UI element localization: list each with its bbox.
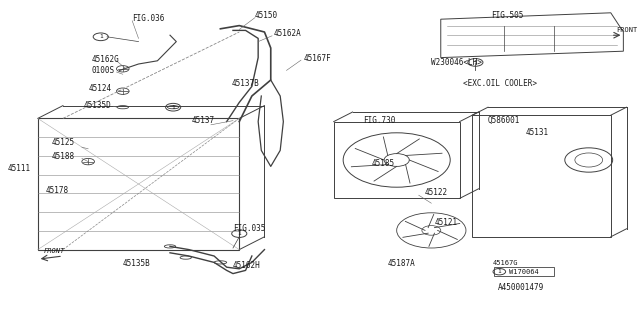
Text: 45188: 45188 xyxy=(52,152,75,161)
Text: 1: 1 xyxy=(99,34,102,39)
Bar xyxy=(494,267,554,276)
Text: W230046<LH>: W230046<LH> xyxy=(431,58,482,67)
Text: 1: 1 xyxy=(172,105,175,110)
Bar xyxy=(472,115,611,237)
Text: FIG.036: FIG.036 xyxy=(132,14,164,23)
Text: 45131: 45131 xyxy=(526,128,549,137)
Text: 45137B: 45137B xyxy=(232,79,259,88)
Text: 1: 1 xyxy=(237,231,241,236)
Text: 45162G: 45162G xyxy=(92,55,119,64)
Text: 45150: 45150 xyxy=(255,11,278,20)
Text: 1: 1 xyxy=(474,60,477,65)
Text: FIG.730: FIG.730 xyxy=(363,116,395,124)
Text: Q586001: Q586001 xyxy=(488,116,520,124)
Text: 45167F: 45167F xyxy=(303,54,332,63)
Text: 45135B: 45135B xyxy=(123,260,150,268)
Text: 45137: 45137 xyxy=(192,116,215,124)
Text: FIG.505: FIG.505 xyxy=(491,11,524,20)
Bar xyxy=(333,122,460,198)
Text: FIG.035: FIG.035 xyxy=(233,224,266,233)
Text: 45124: 45124 xyxy=(88,84,111,93)
Text: A450001479: A450001479 xyxy=(497,284,544,292)
Text: FRONT: FRONT xyxy=(616,28,637,33)
Text: 45125: 45125 xyxy=(52,138,75,147)
Text: 45162H: 45162H xyxy=(233,261,260,270)
Text: 45162A: 45162A xyxy=(274,29,301,38)
Text: 0100S: 0100S xyxy=(92,66,115,75)
Text: 45167G: 45167G xyxy=(493,260,518,266)
Text: 45187A: 45187A xyxy=(387,260,415,268)
Text: 45135D: 45135D xyxy=(84,101,111,110)
Text: 45121: 45121 xyxy=(435,218,458,227)
Text: W170064: W170064 xyxy=(509,269,538,275)
Text: FRONT: FRONT xyxy=(44,248,65,254)
Text: 45111: 45111 xyxy=(8,164,31,172)
Text: 1: 1 xyxy=(497,269,501,274)
Text: 45178: 45178 xyxy=(45,186,68,195)
Text: <EXC.OIL COOLER>: <EXC.OIL COOLER> xyxy=(463,79,537,88)
Text: 45185: 45185 xyxy=(371,159,395,168)
Text: 45122: 45122 xyxy=(425,188,448,196)
